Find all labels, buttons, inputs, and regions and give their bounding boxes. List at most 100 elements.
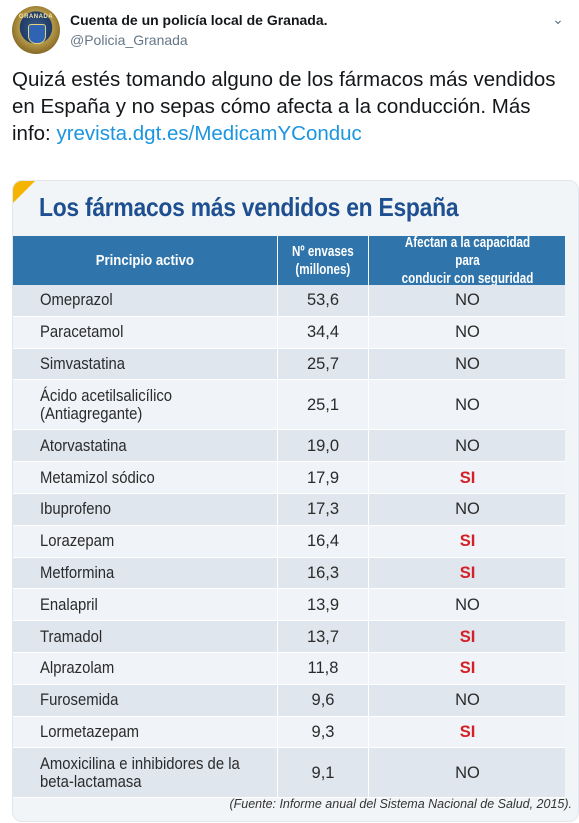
drug-name: Furosemida — [40, 685, 276, 716]
envases-value: 9,6 — [277, 684, 368, 716]
drug-name-line: Omeprazol — [40, 291, 113, 310]
table-row: Metamizol sódico 17,9 SI — [13, 462, 565, 494]
afecta-value: NO — [368, 348, 566, 380]
afecta-value: NO — [368, 430, 566, 462]
table-row: Lorazepam 16,4 SI — [13, 525, 566, 558]
drug-name-line: Simvastatina — [40, 354, 126, 373]
table-row: Omeprazol 53,6 NO — [13, 285, 565, 317]
tweet-body: Quizá estés tomando alguno de los fármac… — [12, 68, 556, 145]
drug-name: Ácido acetilsalicílico (Antiagregante) — [40, 380, 276, 429]
header-afectan-line1: Afectan a la capacidad para — [404, 233, 531, 269]
envases-value: 16,3 — [277, 557, 368, 589]
drug-name-line: Alprazolam — [40, 659, 115, 678]
afecta-value: SI — [368, 716, 566, 748]
drug-name-line: Furosemida — [40, 691, 119, 710]
drug-table: Principio activo Nº envases (millones) Af… — [13, 233, 566, 799]
envases-value: 34,4 — [277, 316, 368, 348]
table-header: Principio activo Nº envases (millones) Af… — [13, 233, 566, 287]
chevron-down-icon[interactable]: ⌄ — [552, 11, 564, 27]
afecta-value: NO — [368, 589, 566, 621]
drug-name: Metformina — [40, 558, 276, 589]
header-afectan: Afectan a la capacidad para conducir con … — [368, 233, 566, 287]
source-note: (Fuente: Informe anual del Sistema Nacio… — [229, 797, 572, 811]
header-envases-line1: Nº envases — [292, 242, 354, 260]
drug-name: Enalapril — [40, 589, 276, 620]
table-row: Metformina 16,3 SI — [13, 557, 566, 590]
envases-value: 53,6 — [277, 285, 368, 316]
drug-name-line: beta-lactamasa — [40, 772, 142, 791]
afecta-value: NO — [368, 285, 566, 316]
drug-name-line: Enalapril — [40, 595, 98, 614]
envases-value: 11,8 — [277, 652, 368, 684]
afecta-value: SI — [368, 652, 566, 684]
table-row: Alprazolam 11,8 SI — [13, 652, 566, 685]
drug-name: Metamizol sódico — [40, 462, 276, 493]
table-row: Ibuprofeno 17,3 NO — [13, 493, 566, 526]
afecta-value: SI — [368, 462, 566, 493]
drug-name: Lorazepam — [40, 526, 276, 557]
envases-value: 13,9 — [277, 589, 368, 621]
table-row: Lormetazepam 9,3 SI — [13, 716, 566, 749]
tweet-text: Quizá estés tomando alguno de los fármac… — [12, 66, 572, 147]
envases-value: 17,3 — [277, 493, 368, 525]
drug-name-line: Lorazepam — [40, 532, 115, 551]
afecta-value: NO — [368, 748, 566, 798]
table-row: Tramadol 13,7 SI — [13, 621, 565, 653]
display-name[interactable]: Cuenta de un policía local de Granada. — [70, 12, 328, 28]
drug-name-line: Lormetazepam — [40, 722, 140, 741]
drug-name-line: Paracetamol — [40, 323, 124, 342]
drug-name-line: Ibuprofeno — [40, 500, 112, 519]
user-handle[interactable]: @Policia_Granada — [70, 32, 188, 48]
envases-value: 9,3 — [277, 716, 368, 748]
afecta-value: SI — [368, 557, 566, 589]
drug-name: Paracetamol — [40, 317, 276, 348]
drug-name: Tramadol — [40, 621, 276, 652]
afecta-value: NO — [368, 380, 566, 430]
avatar-label: GRANADA — [18, 14, 54, 20]
drug-name-line: (Antiagregante) — [40, 404, 143, 423]
drug-name: Amoxicilina e inhibidores de la beta-lact… — [40, 748, 276, 797]
corner-fold-decoration — [13, 181, 35, 203]
header-afectan-line2: conducir con seguridad — [401, 269, 534, 287]
header-envases-line2: (millones) — [295, 260, 351, 278]
drug-name-line: Metamizol sódico — [40, 468, 155, 487]
afecta-value: NO — [368, 493, 566, 525]
envases-value: 9,1 — [277, 748, 368, 798]
table-row: Amoxicilina e inhibidores de la beta-lact… — [13, 748, 566, 799]
afecta-value: NO — [368, 684, 566, 716]
drug-name: Ibuprofeno — [40, 494, 276, 525]
drug-name-line: Atorvastatina — [40, 436, 127, 455]
header-principio-activo: Principio activo — [95, 251, 194, 269]
tweet-header: GRANADA Cuenta de un policía local de Gr… — [12, 6, 567, 56]
table-row: Enalapril 13,9 NO — [13, 589, 566, 622]
header-envases: Nº envases (millones) — [277, 236, 368, 285]
drug-name: Lormetazepam — [40, 717, 276, 748]
afecta-value: NO — [368, 316, 566, 348]
table-row: Paracetamol 34,4 NO — [13, 316, 566, 349]
drug-name-line: Amoxicilina e inhibidores de la — [40, 754, 240, 773]
shield-icon — [28, 24, 46, 44]
table-row: Simvastatina 25,7 NO — [13, 348, 566, 381]
envases-value: 16,4 — [277, 525, 368, 557]
drug-name-line: Ácido acetilsalicílico — [40, 386, 173, 405]
table-row: Furosemida 9,6 NO — [13, 684, 566, 717]
afecta-value: SI — [368, 621, 566, 652]
table-row: Atorvastatina 19,0 NO — [13, 430, 566, 463]
drug-name: Omeprazol — [40, 285, 276, 316]
envases-value: 19,0 — [277, 430, 368, 462]
envases-value: 17,9 — [277, 462, 368, 493]
table-row: Ácido acetilsalicílico (Antiagregante) 25,… — [13, 380, 566, 431]
drug-name: Atorvastatina — [40, 430, 276, 461]
envases-value: 13,7 — [277, 621, 368, 652]
media-card[interactable]: Los fármacos más vendidos en España Prin… — [12, 180, 579, 822]
avatar[interactable]: GRANADA — [12, 6, 60, 54]
envases-value: 25,1 — [277, 380, 368, 430]
tweet-link[interactable]: yrevista.dgt.es/MedicamYConduc — [56, 122, 362, 145]
drug-name: Alprazolam — [40, 653, 276, 684]
afecta-value: SI — [368, 525, 566, 557]
envases-value: 25,7 — [277, 348, 368, 380]
drug-name-line: Tramadol — [40, 627, 103, 646]
drug-name-line: Metformina — [40, 563, 115, 582]
infographic-title: Los fármacos más vendidos en España — [39, 192, 459, 222]
table-body: Omeprazol 53,6 NO Paracetamol 34,4 NO Simvasta… — [13, 285, 566, 799]
